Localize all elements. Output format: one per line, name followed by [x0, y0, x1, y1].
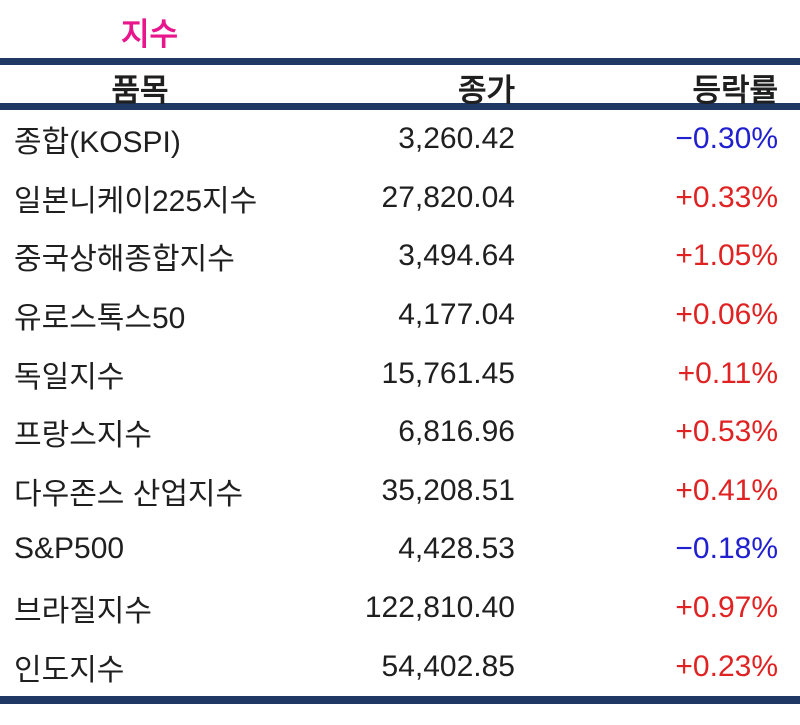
index-table-page: 지수 품목 종가 등락률 종합(KOSPI) 3,260.42 −0.30% 일…	[0, 0, 800, 704]
item-cell: 종합(KOSPI)	[14, 126, 181, 160]
change-cell: −0.18%	[675, 532, 778, 566]
item-cell: 브라질지수	[14, 595, 152, 629]
table-row: S&P500 4,428.53 −0.18%	[0, 520, 800, 579]
table-row: 중국상해종합지수 3,494.64 +1.05%	[0, 227, 800, 286]
change-cell: +0.41%	[675, 473, 778, 507]
item-cell: 유로스톡스50	[14, 302, 186, 336]
close-cell: 35,208.51	[381, 473, 515, 507]
page-title: 지수	[121, 17, 179, 52]
close-cell: 4,177.04	[398, 298, 515, 332]
change-cell: +0.33%	[675, 180, 778, 214]
column-header-change: 등락률	[692, 73, 778, 108]
table-row: 독일지수 15,761.45 +0.11%	[0, 344, 800, 403]
item-cell: 프랑스지수	[14, 419, 152, 453]
close-cell: 3,260.42	[398, 122, 515, 156]
change-cell: −0.30%	[675, 122, 778, 156]
close-cell: 122,810.40	[364, 591, 515, 625]
close-cell: 54,402.85	[381, 649, 515, 683]
table-row: 인도지수 54,402.85 +0.23%	[0, 637, 800, 696]
item-cell: 독일지수	[14, 360, 125, 394]
change-cell: +0.06%	[675, 298, 778, 332]
table-row: 프랑스지수 6,816.96 +0.53%	[0, 403, 800, 462]
column-header-close: 종가	[457, 73, 515, 108]
table-row: 유로스톡스50 4,177.04 +0.06%	[0, 286, 800, 345]
column-header-item: 품목	[111, 73, 169, 108]
table-row: 종합(KOSPI) 3,260.42 −0.30%	[0, 110, 800, 169]
change-cell: +0.97%	[675, 591, 778, 625]
item-cell: S&P500	[14, 532, 125, 566]
close-cell: 15,761.45	[381, 356, 515, 390]
change-cell: +0.23%	[675, 649, 778, 683]
close-cell: 6,816.96	[398, 415, 515, 449]
item-cell: 다우존스 산업지수	[14, 477, 244, 511]
change-cell: +1.05%	[675, 239, 778, 273]
close-cell: 4,428.53	[398, 532, 515, 566]
table-row: 브라질지수 122,810.40 +0.97%	[0, 579, 800, 638]
index-table: 품목 종가 등락률 종합(KOSPI) 3,260.42 −0.30% 일본니케…	[0, 58, 800, 704]
change-cell: +0.53%	[675, 415, 778, 449]
close-cell: 3,494.64	[398, 239, 515, 273]
title-row: 지수	[0, 0, 800, 58]
item-cell: 인도지수	[14, 653, 125, 687]
item-cell: 일본니케이225지수	[14, 184, 258, 218]
table-body: 종합(KOSPI) 3,260.42 −0.30% 일본니케이225지수 27,…	[0, 110, 800, 696]
table-row: 다우존스 산업지수 35,208.51 +0.41%	[0, 462, 800, 521]
table-row: 일본니케이225지수 27,820.04 +0.33%	[0, 169, 800, 228]
table-header-row: 품목 종가 등락률	[0, 65, 800, 110]
change-cell: +0.11%	[677, 356, 778, 390]
close-cell: 27,820.04	[381, 180, 515, 214]
item-cell: 중국상해종합지수	[14, 243, 235, 277]
